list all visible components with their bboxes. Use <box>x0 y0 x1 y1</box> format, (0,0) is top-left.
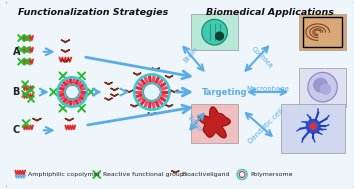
Polygon shape <box>110 94 114 96</box>
Polygon shape <box>199 107 230 138</box>
Circle shape <box>134 74 170 110</box>
Polygon shape <box>129 90 133 92</box>
Text: C: C <box>13 125 20 135</box>
FancyBboxPatch shape <box>191 104 238 143</box>
Text: B: B <box>13 87 20 97</box>
Polygon shape <box>165 105 169 107</box>
Polygon shape <box>65 50 70 52</box>
Circle shape <box>307 119 320 133</box>
Polygon shape <box>175 90 178 92</box>
Polygon shape <box>156 68 160 70</box>
Circle shape <box>143 83 161 101</box>
Circle shape <box>216 32 223 40</box>
Text: Functionalization Strategies: Functionalization Strategies <box>18 8 168 17</box>
Polygon shape <box>37 118 41 121</box>
Text: Dendritic cell: Dendritic cell <box>247 108 284 145</box>
Polygon shape <box>114 94 118 96</box>
Text: Biomedical Applications: Biomedical Applications <box>206 8 333 17</box>
Polygon shape <box>105 82 109 85</box>
Polygon shape <box>65 59 70 62</box>
Circle shape <box>64 84 80 100</box>
Polygon shape <box>171 171 175 173</box>
Polygon shape <box>65 118 69 121</box>
Polygon shape <box>148 113 152 115</box>
Polygon shape <box>152 68 156 70</box>
FancyBboxPatch shape <box>5 0 354 189</box>
Polygon shape <box>69 118 74 121</box>
FancyBboxPatch shape <box>281 104 345 153</box>
Polygon shape <box>61 40 65 42</box>
Circle shape <box>58 77 87 107</box>
Polygon shape <box>109 82 113 85</box>
Polygon shape <box>105 98 109 100</box>
Text: Brain: Brain <box>183 46 199 64</box>
Circle shape <box>314 78 327 92</box>
Text: A: A <box>12 47 20 57</box>
Polygon shape <box>152 113 156 115</box>
Text: Bioactiveligand: Bioactiveligand <box>181 172 230 177</box>
Text: Tumor: Tumor <box>186 113 204 134</box>
Text: Macrophage: Macrophage <box>246 86 289 92</box>
FancyBboxPatch shape <box>299 15 346 50</box>
Text: Targeting: Targeting <box>202 88 247 97</box>
Polygon shape <box>110 88 114 91</box>
Circle shape <box>308 72 337 102</box>
Polygon shape <box>137 73 141 75</box>
Polygon shape <box>175 171 179 173</box>
Polygon shape <box>170 90 175 92</box>
FancyBboxPatch shape <box>191 15 238 50</box>
Polygon shape <box>169 76 173 78</box>
Polygon shape <box>131 105 135 107</box>
Polygon shape <box>61 50 65 52</box>
Polygon shape <box>165 76 169 78</box>
Polygon shape <box>33 118 37 121</box>
Circle shape <box>310 123 316 129</box>
Text: Reactive functional group: Reactive functional group <box>103 172 184 177</box>
Text: Amphiphilic copolymer: Amphiphilic copolymer <box>28 172 100 177</box>
Circle shape <box>202 19 227 45</box>
Text: Cochlea: Cochlea <box>250 46 274 70</box>
Text: Polymersome: Polymersome <box>250 172 292 177</box>
Polygon shape <box>133 73 137 75</box>
Circle shape <box>321 84 330 94</box>
Polygon shape <box>114 88 118 91</box>
FancyBboxPatch shape <box>299 67 346 107</box>
Polygon shape <box>61 59 65 62</box>
Polygon shape <box>135 105 138 107</box>
Polygon shape <box>125 90 129 92</box>
Polygon shape <box>65 40 70 42</box>
Polygon shape <box>169 105 173 107</box>
Polygon shape <box>109 98 113 100</box>
FancyBboxPatch shape <box>303 17 342 47</box>
